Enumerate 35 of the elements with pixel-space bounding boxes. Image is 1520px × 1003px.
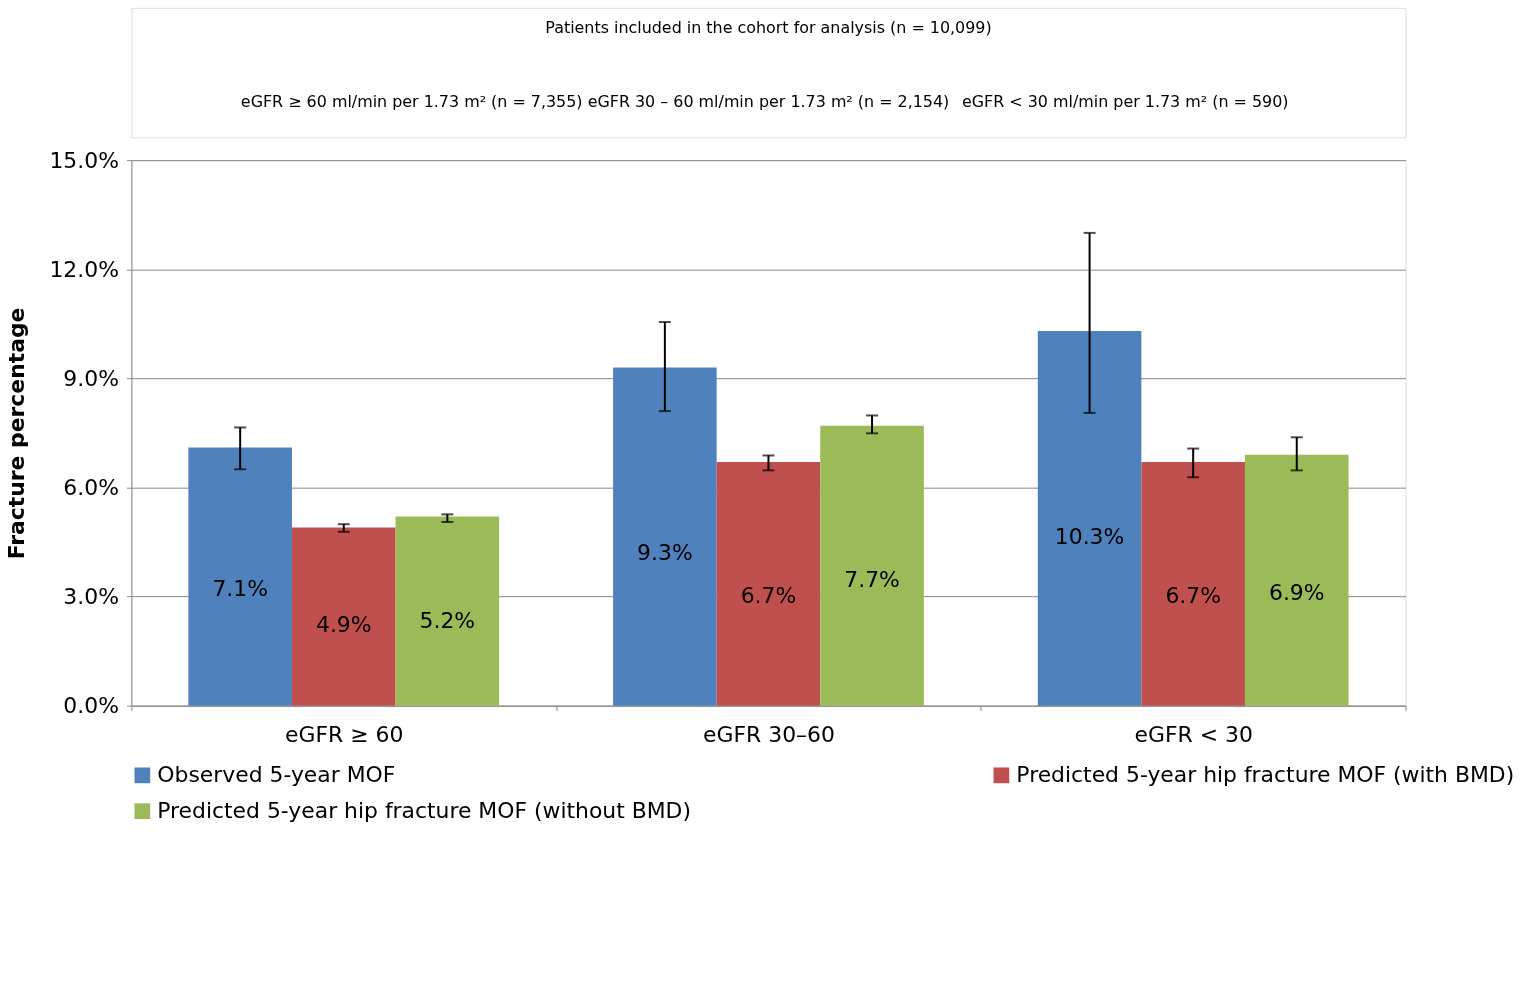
legend-label: Observed 5-year MOF: [157, 762, 396, 788]
data-label: 6.7%: [1165, 582, 1221, 608]
y-tick-label: 9.0%: [63, 365, 119, 391]
data-label: 10.3%: [1054, 524, 1125, 550]
bar: [188, 447, 292, 706]
bar: [1141, 462, 1245, 706]
data-label: 6.7%: [740, 582, 797, 608]
y-axis-title: Fracture percentage: [4, 307, 30, 560]
y-tick-label: 12.0%: [49, 256, 119, 282]
data-label: 6.9%: [1268, 579, 1325, 605]
text: eGFR 30 – 60 ml/min per 1.73 m² (n = 2,154): [587, 92, 950, 112]
y-tick-label: 15.0%: [49, 147, 119, 173]
data-label: 5.2%: [419, 607, 476, 633]
y-tick-label: 0.0%: [63, 693, 119, 719]
x-tick-label: eGFR 30–60: [703, 721, 835, 747]
text: eGFR ≥ 60 ml/min per 1.73 m² (n = 7,355): [240, 92, 583, 112]
bar: [716, 462, 821, 706]
bar: [1244, 454, 1349, 706]
bar: [820, 425, 924, 706]
bar: [1037, 331, 1142, 706]
data-label: 4.9%: [315, 612, 372, 638]
data-label: 9.3%: [637, 540, 693, 566]
x-tick-label: eGFR < 30: [1134, 721, 1253, 747]
y-tick-label: 6.0%: [63, 474, 119, 500]
bar: [395, 516, 500, 706]
legend-label: Predicted 5-year hip fracture MOF (with BMD): [1016, 762, 1515, 788]
x-tick-label: eGFR ≥ 60: [285, 721, 404, 747]
text: eGFR < 30 ml/min per 1.73 m² (n = 590): [961, 92, 1289, 112]
y-tick-label: 3.0%: [63, 584, 119, 610]
bar: [613, 367, 717, 706]
text: Patients included in the cohort for analysis (n = 10,099): [545, 17, 992, 37]
data-label: 7.1%: [212, 576, 268, 602]
legend-label: Predicted 5-year hip fracture MOF (without BMD): [157, 798, 691, 824]
data-label: 7.7%: [844, 566, 900, 592]
bar: [291, 527, 396, 706]
